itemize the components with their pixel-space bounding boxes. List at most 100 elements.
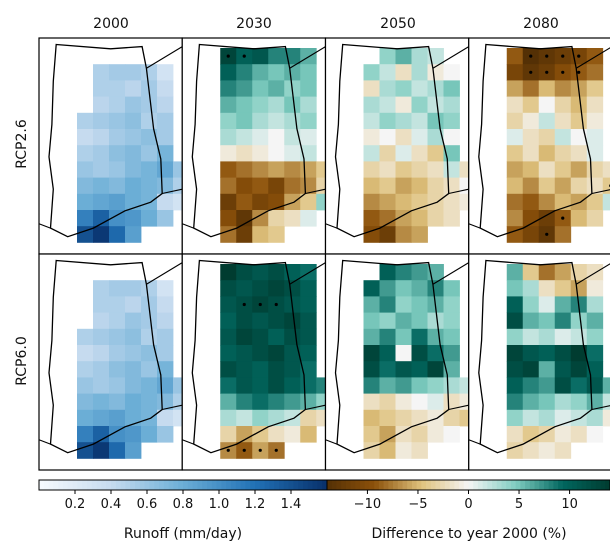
grid-cell — [252, 161, 269, 178]
grid-cell — [570, 280, 588, 297]
grid-cell — [236, 328, 253, 346]
grid-cell — [284, 161, 301, 178]
grid-cell — [236, 112, 253, 130]
grid-cell — [411, 312, 428, 330]
grid-cell — [586, 129, 604, 146]
grid-cell — [141, 280, 158, 297]
grid-cell — [427, 145, 444, 162]
map-panel-rcp60-2000 — [38, 253, 190, 471]
colorbar-segment — [53, 480, 59, 490]
grid-cell — [125, 226, 142, 243]
colorbar-segment — [378, 480, 385, 490]
grid-cell — [109, 80, 126, 97]
grid-cell — [109, 312, 126, 330]
grid-cell — [586, 345, 604, 362]
colorbar-segment — [125, 480, 131, 490]
colorbar-tick-label: 0.4 — [101, 497, 122, 512]
grid-cell — [443, 426, 460, 443]
grid-cell — [538, 361, 556, 378]
grid-cell — [554, 296, 572, 313]
grid-cell — [157, 345, 174, 362]
significance-dot — [577, 70, 581, 74]
grid-cell — [252, 393, 269, 411]
grid-cell — [538, 210, 556, 227]
grid-cell — [236, 377, 253, 394]
grid-cell — [395, 280, 412, 297]
map-panel-rcp60-2080 — [468, 253, 610, 471]
country-outline — [478, 259, 593, 454]
colorbar-segment — [279, 480, 285, 490]
grid-cell — [300, 64, 317, 81]
grid-cell — [157, 409, 174, 427]
colorbar-segment — [240, 480, 246, 490]
grid-cell — [109, 145, 126, 162]
grid-cell — [284, 361, 301, 378]
grid-cells — [220, 48, 333, 243]
grid-cell — [411, 296, 428, 313]
colorbar-segment — [383, 480, 389, 490]
colorbar-segment — [235, 480, 242, 490]
colorbar-segment — [407, 480, 413, 490]
grid-cell — [443, 296, 460, 313]
grid-cell — [141, 145, 158, 162]
grid-cell — [506, 280, 524, 297]
grid-cell — [363, 226, 380, 243]
colorbar-segment — [506, 480, 512, 490]
colorbar-segment — [411, 480, 418, 490]
grid-cell — [363, 129, 380, 146]
grid-cell — [427, 129, 444, 146]
grid-cell — [443, 80, 460, 97]
grid-cell — [77, 161, 94, 178]
grid-cell — [284, 64, 301, 81]
grid-cell — [395, 312, 412, 330]
grid-cell — [538, 193, 556, 211]
grid-cell — [157, 64, 174, 81]
grid-cell — [538, 112, 556, 130]
colorbar-segment — [435, 480, 441, 490]
grid-cell — [363, 80, 380, 97]
grid-cell — [411, 377, 428, 394]
colorbar-segment — [106, 480, 112, 490]
colorbar-segment — [487, 480, 493, 490]
grid-cell — [411, 226, 428, 243]
grid-cell — [252, 64, 269, 81]
significance-dot — [529, 54, 533, 58]
colorbar-segment — [317, 480, 323, 490]
grid-cell — [602, 409, 610, 427]
colorbar-label-runoff: Runoff (mm/day) — [124, 526, 242, 542]
grid-cell — [538, 377, 556, 394]
grid-cell — [538, 312, 556, 330]
grid-cell — [554, 177, 572, 195]
grid-cell — [602, 161, 610, 178]
neighbour-border — [305, 404, 326, 411]
grid-cell — [538, 426, 556, 443]
grid-cell — [93, 442, 110, 459]
grid-cell — [395, 210, 412, 227]
grid-cell — [506, 442, 524, 459]
grid-cell — [284, 96, 301, 114]
grid-cell — [554, 361, 572, 378]
grid-cell — [522, 426, 540, 443]
grid-cell — [522, 345, 540, 362]
grid-cell — [252, 193, 269, 211]
grid-cell — [363, 409, 380, 427]
colorbar-segment — [91, 480, 98, 490]
grid-cell — [443, 129, 460, 146]
grid-cell — [506, 409, 524, 427]
grid-cell — [93, 377, 110, 394]
colorbar-segment — [226, 480, 232, 490]
colorbar-tick-label: 0.8 — [173, 497, 194, 512]
grid-cell — [77, 210, 94, 227]
colorbar-segment — [501, 480, 507, 490]
colorbar-segment — [393, 480, 399, 490]
colorbar-segment — [426, 480, 432, 490]
grid-cell — [379, 312, 396, 330]
colorbar-segment — [255, 480, 261, 490]
colorbar-segment — [202, 480, 208, 490]
grid-cell — [252, 80, 269, 97]
colorbar-segment — [322, 480, 328, 490]
grid-cell — [125, 96, 142, 114]
grid-cell — [77, 409, 94, 427]
grid-cell — [157, 210, 174, 227]
